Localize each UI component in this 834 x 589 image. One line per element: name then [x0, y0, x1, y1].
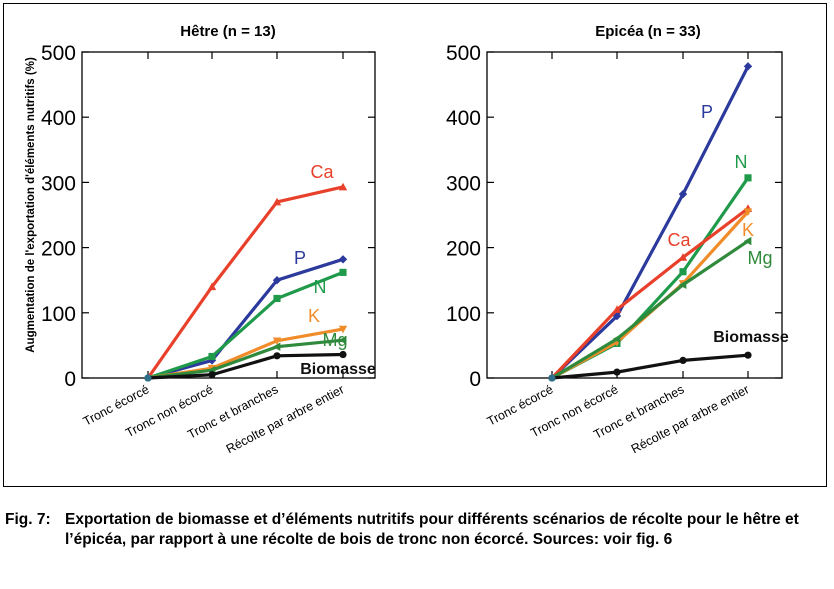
y-tick-label: 0: [64, 368, 76, 391]
data-point-p: [678, 189, 688, 199]
data-point-biomasse: [548, 374, 556, 382]
series-n: N: [548, 152, 752, 382]
y-tick-label: 300: [41, 172, 76, 195]
series-label-ca: Ca: [310, 162, 334, 182]
data-point-n: [744, 174, 752, 182]
data-point-ca: [612, 305, 622, 313]
series-label-p: P: [701, 102, 713, 122]
series-biomasse: Biomasse: [144, 350, 376, 382]
y-tick-label: 400: [41, 107, 76, 130]
y-tick-label: 300: [446, 172, 481, 195]
series-label-mg: Mg: [747, 248, 772, 268]
y-tick-label: 500: [446, 42, 481, 65]
series-line-k: [551, 210, 750, 380]
data-point-p: [743, 62, 753, 71]
caption-number: Fig. 7:: [5, 511, 51, 528]
data-point-mg: [678, 280, 687, 289]
data-point-biomasse: [339, 350, 347, 359]
data-point-n: [679, 268, 687, 276]
series-label-ca: Ca: [667, 230, 691, 250]
data-point-biomasse: [208, 371, 216, 379]
series-line-p: [550, 65, 750, 380]
caption-text: Exportation de biomasse et d’éléments nu…: [65, 511, 799, 548]
data-point-mg: [272, 342, 281, 351]
series-label-k: K: [308, 306, 320, 326]
series-label-k: K: [742, 220, 754, 240]
plot-frame: [81, 51, 376, 379]
data-point-n: [273, 294, 281, 303]
data-point-biomasse: [744, 351, 752, 359]
series-ca: Ca: [144, 162, 348, 382]
data-point-n: [208, 352, 216, 361]
series-label-biomasse: Biomasse: [713, 329, 789, 346]
series-line-ca: [550, 207, 749, 380]
series-label-n: N: [314, 277, 327, 297]
series-label-n: N: [735, 152, 748, 172]
series-label-mg: Mg: [322, 330, 347, 350]
x-tick-label-recolte-par-arbre-entier: Récolte par arbre entier: [224, 382, 347, 456]
series-k: K: [548, 208, 754, 382]
series-label-p: P: [294, 248, 306, 268]
y-tick-label: 400: [446, 107, 481, 130]
figure-frame: [3, 3, 827, 487]
y-tick-label: 100: [446, 303, 481, 326]
data-point-biomasse: [273, 352, 281, 360]
x-tick-label-recolte-par-arbre-entier: Récolte par arbre entier: [629, 382, 752, 456]
series-mg: Mg: [548, 236, 773, 382]
series-line-mg: [551, 239, 749, 380]
series-line-p: [147, 257, 344, 380]
data-point-biomasse: [679, 356, 687, 364]
series-line-biomasse: [551, 353, 749, 380]
plot-frame: [486, 51, 783, 379]
series-line-n: [147, 270, 344, 380]
series-label-biomasse: Biomasse: [300, 361, 376, 378]
data-point-k: [743, 208, 753, 216]
y-tick-label: 0: [469, 368, 481, 391]
data-point-ca: [207, 282, 217, 291]
series-line-mg: [147, 338, 344, 380]
data-point-biomasse: [613, 368, 621, 376]
data-point-mg: [338, 335, 347, 345]
y-tick-label: 200: [41, 238, 76, 261]
data-point-k: [272, 337, 282, 346]
series-line-biomasse: [147, 352, 344, 380]
series-line-ca: [146, 185, 344, 379]
data-point-n: [339, 268, 347, 276]
y-tick-label: 200: [446, 238, 481, 261]
data-point-ca: [338, 182, 348, 191]
y-axis-label: Augmentation de l'exportation d'éléments…: [25, 57, 37, 353]
chart-title: Hêtre (n = 13): [180, 23, 275, 40]
series-biomasse: Biomasse: [548, 329, 789, 382]
data-point-biomasse: [144, 374, 152, 382]
y-tick-label: 100: [41, 303, 76, 326]
chart-title: Epicéa (n = 33): [595, 23, 700, 40]
data-point-ca: [272, 197, 282, 206]
data-point-mg: [612, 334, 621, 344]
data-point-p: [338, 255, 348, 264]
series-ca: Ca: [548, 204, 753, 382]
y-tick-label: 500: [41, 42, 76, 65]
data-point-k: [338, 325, 348, 334]
data-point-ca: [678, 253, 688, 261]
data-point-mg: [743, 236, 752, 246]
data-point-p: [272, 276, 282, 285]
